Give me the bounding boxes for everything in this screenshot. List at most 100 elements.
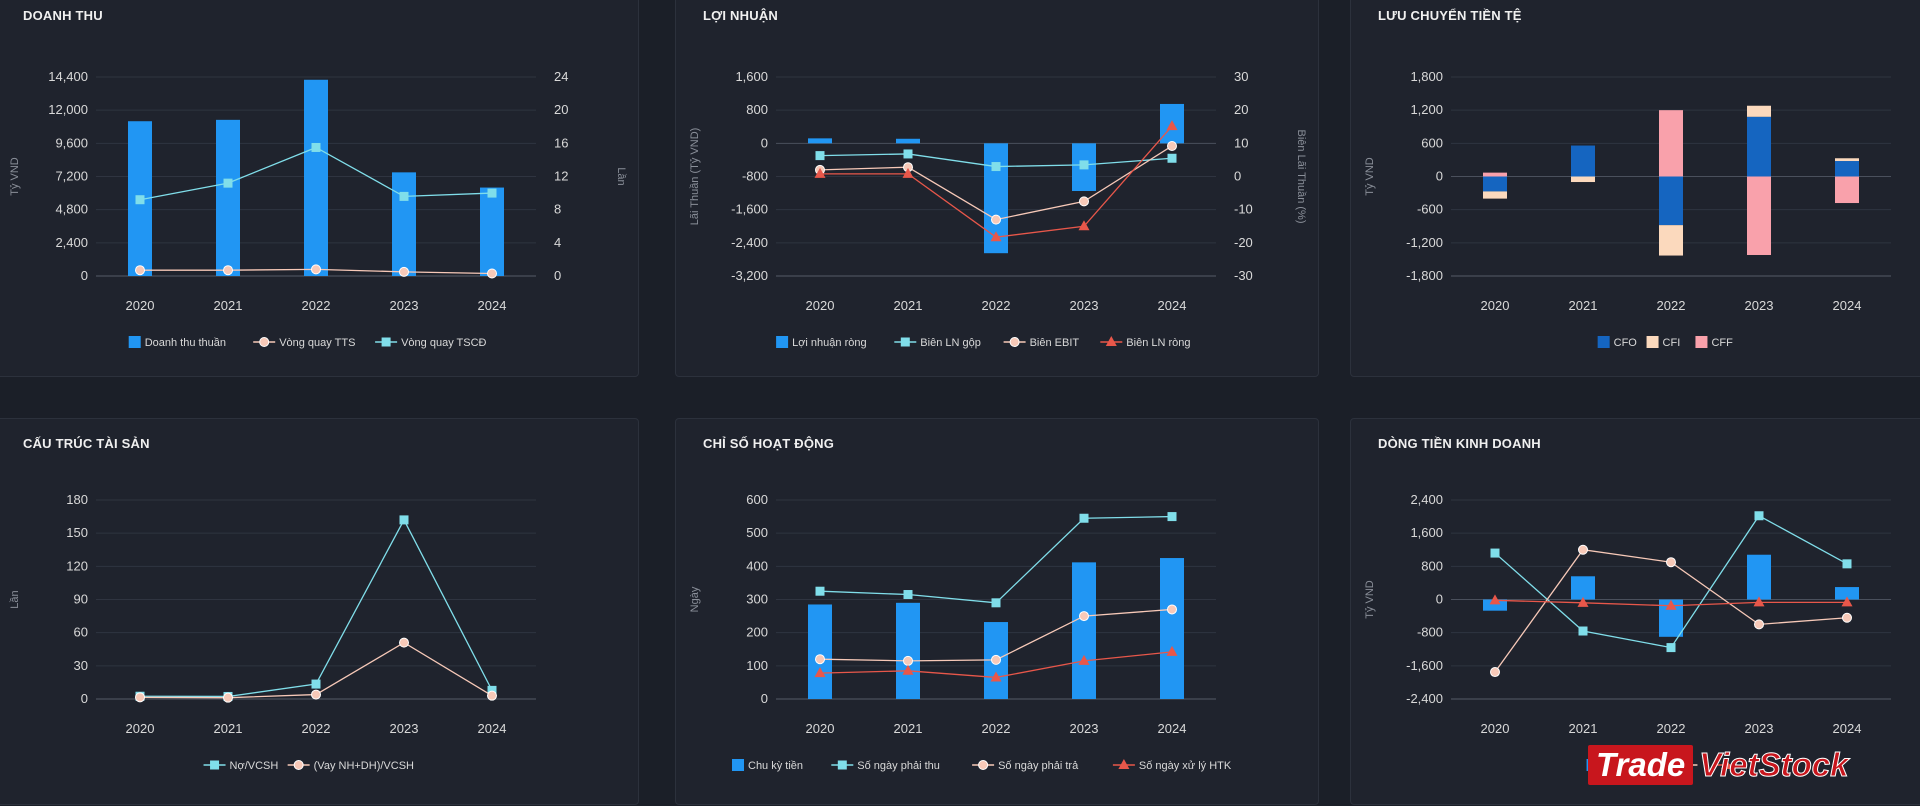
- y2-axis-title: Lần: [615, 167, 627, 185]
- bar: [1571, 576, 1595, 600]
- panel-activity: CHỈ SỐ HOẠT ĐỘNG 0 100 200 300 400 500 600 2020…: [675, 418, 1319, 805]
- data-point: [487, 188, 497, 198]
- data-point: [1490, 548, 1500, 558]
- y2-tick-label: 0: [554, 268, 561, 283]
- data-point: [1842, 559, 1852, 569]
- bar-cff: [1483, 172, 1507, 177]
- data-point: [223, 692, 233, 703]
- legend-marker: [1720, 759, 1732, 769]
- data-point: [1666, 643, 1676, 653]
- data-point: [1754, 619, 1764, 630]
- legend-marker: [259, 337, 270, 347]
- legend-label: Số ngày phải thu: [857, 760, 940, 772]
- y-tick-label: -2,400: [1406, 691, 1443, 706]
- y-tick-label: -2,400: [731, 235, 768, 250]
- y-tick-label: 0: [81, 268, 88, 283]
- y-tick-label: 1,200: [1410, 102, 1443, 117]
- legend-label: Vòng quay TTS: [279, 337, 355, 349]
- x-tick-label: 2022: [982, 298, 1011, 313]
- data-point: [135, 265, 145, 276]
- x-tick-label: 2023: [390, 298, 419, 313]
- bar: [896, 138, 920, 144]
- y-tick-label: -800: [1417, 625, 1443, 640]
- y-tick-label: 12,000: [48, 102, 88, 117]
- data-point: [1841, 596, 1853, 607]
- y2-tick-label: 10: [1234, 135, 1248, 150]
- y2-tick-label: -20: [1234, 235, 1253, 250]
- x-tick-label: 2024: [478, 721, 507, 736]
- y-tick-label: 400: [746, 558, 768, 573]
- y2-tick-label: 4: [554, 235, 561, 250]
- legend-label: Số ngày phải trả: [998, 760, 1079, 772]
- data-point: [1578, 544, 1588, 555]
- chart-opcash: -2,400 -1,600 -800 0 800 1,600 2,400 2020 2021 20…: [1364, 492, 1891, 772]
- data-point: [1166, 120, 1178, 131]
- legend-swatch: [732, 759, 744, 771]
- data-point: [487, 685, 497, 695]
- y2-tick-label: 16: [554, 135, 568, 150]
- y-tick-label: 0: [1436, 592, 1443, 607]
- data-point: [399, 266, 409, 277]
- legend-swatch: [776, 336, 789, 348]
- x-tick-label: 2021: [894, 721, 923, 736]
- data-point: [1489, 594, 1501, 605]
- y-axis-title: Ngày: [689, 586, 701, 612]
- data-point: [815, 151, 825, 161]
- bar: [480, 187, 504, 276]
- x-tick-label: 2022: [1657, 721, 1686, 736]
- y-tick-label: -1,200: [1406, 235, 1443, 250]
- data-point: [815, 654, 825, 665]
- data-point: [903, 590, 913, 600]
- y-tick-label: -1,600: [1406, 658, 1443, 673]
- y-tick-label: 180: [66, 492, 88, 507]
- legend-marker: [900, 337, 910, 347]
- y-axis-title: Tỷ VND: [1364, 157, 1376, 196]
- tradevietstock-logo: Trade VietStock: [1588, 745, 1849, 785]
- legend-label: Biên EBIT: [1030, 337, 1080, 349]
- data-point: [135, 692, 145, 703]
- bar-cff: [1659, 110, 1683, 177]
- y-tick-label: 4,800: [55, 202, 88, 217]
- data-point: [311, 142, 321, 152]
- bar-cfo: [1483, 176, 1507, 192]
- x-tick-label: 2022: [302, 298, 331, 313]
- legend-marker: [1118, 759, 1130, 769]
- legend-label: Biên LN ròng: [1126, 337, 1190, 349]
- x-tick-label: 2023: [1745, 298, 1774, 313]
- legend-marker: [381, 337, 391, 347]
- y-tick-label: 7,200: [55, 169, 88, 184]
- y2-tick-label: 30: [1234, 69, 1248, 84]
- legend-marker: [837, 760, 847, 770]
- data-point: [1842, 612, 1852, 623]
- series-line: [139, 641, 493, 699]
- legend-label: Chu kỳ tiền: [748, 760, 803, 772]
- data-point: [223, 178, 233, 188]
- legend-swatch: [1597, 336, 1610, 348]
- bar: [808, 604, 832, 699]
- data-point: [1166, 645, 1178, 656]
- x-tick-label: 2020: [1481, 721, 1510, 736]
- series-line: [819, 515, 1173, 604]
- x-tick-label: 2024: [1833, 721, 1862, 736]
- y-tick-label: 0: [1436, 169, 1443, 184]
- data-point: [311, 264, 321, 275]
- data-point: [1167, 140, 1177, 151]
- data-point: [1079, 513, 1089, 523]
- x-tick-label: 2021: [894, 298, 923, 313]
- y-axis-title: Tỷ VND: [9, 157, 21, 196]
- data-point: [814, 167, 826, 178]
- bar: [808, 138, 832, 144]
- bar: [1160, 558, 1184, 699]
- y-tick-label: 1,800: [1410, 69, 1443, 84]
- y-tick-label: 1,600: [1410, 525, 1443, 540]
- legend-swatch: [128, 336, 141, 348]
- x-tick-label: 2020: [126, 721, 155, 736]
- panel-profit: LỢI NHUẬN -3,200 -2,400 -1,600 -800 0 800 1,60…: [675, 0, 1319, 377]
- bar: [1072, 562, 1096, 699]
- y-tick-label: 600: [1421, 135, 1443, 150]
- data-point: [311, 679, 321, 689]
- data-point: [487, 690, 497, 701]
- data-point: [815, 586, 825, 596]
- y2-tick-label: 8: [554, 202, 561, 217]
- bar-cff: [1835, 176, 1859, 204]
